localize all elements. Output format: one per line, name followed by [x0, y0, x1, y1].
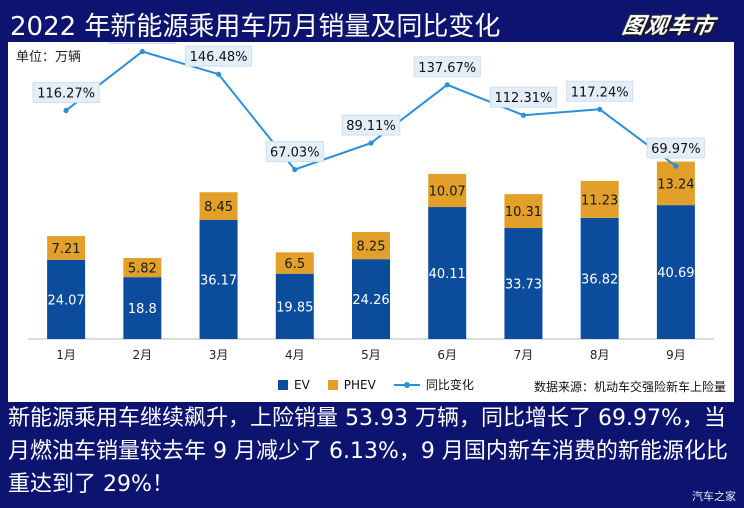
- data-label-ev-5: 24.26: [352, 293, 389, 308]
- yoy-point-5: [368, 140, 374, 146]
- legend-label-yoy: 同比变化: [425, 378, 474, 392]
- data-label-phev-7: 10.31: [505, 205, 542, 220]
- legend-swatch-ev: [278, 379, 288, 390]
- x-tick-label-9: 9月: [666, 348, 686, 362]
- bar-phev-3: [199, 192, 238, 221]
- yoy-label-7: 112.31%: [495, 91, 553, 106]
- yoy-line: [65, 50, 677, 171]
- yoy-label-8: 117.24%: [571, 85, 629, 100]
- legend-label-phev: PHEV: [343, 377, 376, 392]
- yoy-label-9: 69.97%: [651, 142, 701, 157]
- yoy-point-1: [63, 107, 69, 114]
- yoy-label-box-1: [32, 81, 100, 103]
- yoy-point-3: [215, 71, 222, 77]
- yoy-label-box-7: [489, 86, 558, 108]
- bar-ev-3: [199, 220, 238, 339]
- legend-label-ev: EV: [294, 377, 310, 392]
- yoy-label-3: 146.48%: [190, 50, 248, 65]
- data-label-phev-5: 8.25: [357, 240, 386, 255]
- legend-line-icon: [393, 381, 420, 388]
- yoy-point-8: [597, 106, 603, 112]
- unit-label: 单位：万辆: [16, 50, 82, 65]
- yoy-label-box-6: [413, 56, 481, 78]
- yoy-label-box-8: [566, 80, 634, 102]
- data-label-ev-7: 33.73: [505, 278, 542, 293]
- legend: EV PHEV 同比变化: [278, 376, 474, 393]
- chart-card: 单位：万辆 24.07 7.21 1月 18.8 5.82 2月 36.17 8.45 3月 19…: [8, 42, 734, 402]
- legend-swatch-phev: [327, 379, 338, 390]
- yoy-label-1: 116.27%: [37, 86, 95, 101]
- data-label-phev-6: 10.07: [429, 184, 466, 199]
- bar-phev-6: [428, 173, 467, 208]
- data-label-phev-1: 7.21: [52, 242, 81, 257]
- bar-ev-2: [123, 277, 162, 339]
- legend-item-ev: EV: [278, 378, 310, 392]
- chart-svg: 24.07 7.21 1月 18.8 5.82 2月 36.17 8.45 3月 19.85 6.5…: [28, 42, 714, 362]
- yoy-label-2: 165.39%: [113, 42, 171, 43]
- yoy-point-2: [139, 48, 145, 55]
- data-label-phev-9: 13.24: [657, 177, 694, 192]
- legend-item-phev: PHEV: [327, 377, 376, 392]
- yoy-point-9: [673, 163, 679, 169]
- yoy-label-5: 89.11%: [346, 119, 396, 134]
- data-label-phev-2: 5.82: [128, 262, 157, 277]
- data-label-ev-4: 19.85: [276, 300, 313, 315]
- bar-phev-8: [580, 180, 619, 218]
- data-label-ev-8: 36.82: [581, 272, 618, 287]
- bar-phev-1: [47, 236, 86, 260]
- bar-phev-4: [275, 252, 314, 274]
- x-tick-label-3: 3月: [209, 348, 229, 362]
- data-source: 数据来源：机动车交强险新车上险量: [533, 380, 726, 394]
- bar-ev-5: [352, 259, 390, 339]
- data-label-phev-4: 6.5: [284, 257, 305, 272]
- bar-ev-1: [47, 259, 86, 339]
- x-tick-label-1: 1月: [56, 348, 76, 362]
- bar-phev-2: [123, 258, 162, 278]
- yoy-label-4: 67.03%: [270, 146, 320, 161]
- yoy-label-box-9: [646, 137, 706, 159]
- bar-phev-7: [504, 194, 543, 229]
- chart-title: 2022 年新能源乘用车历月销量及同比变化: [10, 12, 501, 42]
- data-label-ev-1: 24.07: [48, 293, 85, 308]
- brand-logo: 图观车市: [620, 14, 717, 39]
- x-tick-label-6: 6月: [437, 348, 457, 362]
- bar-phev-5: [352, 232, 390, 260]
- bar-phev-9: [656, 161, 695, 206]
- x-tick-label-8: 8月: [590, 348, 610, 362]
- data-label-ev-6: 40.11: [429, 267, 466, 282]
- caption-text: 新能源乘用车继续飙升，上险销量 53.93 万辆，同比增长了 69.97%，当月…: [8, 406, 728, 497]
- yoy-label-box-2: [108, 42, 176, 45]
- yoy-point-4: [292, 166, 298, 173]
- yoy-label-6: 137.67%: [418, 61, 476, 76]
- x-tick-label-2: 2月: [133, 348, 153, 362]
- x-tick-label-7: 7月: [514, 348, 534, 362]
- yoy-label-box-3: [184, 45, 253, 67]
- yoy-label-box-5: [341, 114, 401, 136]
- yoy-point-6: [444, 82, 450, 88]
- yoy-label-box-4: [265, 141, 325, 163]
- bar-ev-6: [428, 207, 467, 339]
- yoy-point-7: [520, 112, 527, 118]
- data-label-ev-9: 40.69: [657, 266, 694, 281]
- watermark: 汽车之家: [692, 490, 736, 503]
- data-label-phev-3: 8.45: [204, 200, 233, 215]
- data-label-ev-3: 36.17: [200, 274, 237, 289]
- bar-ev-7: [504, 228, 543, 339]
- data-label-ev-2: 18.8: [128, 302, 157, 317]
- x-tick-label-4: 4月: [285, 348, 305, 362]
- bar-ev-4: [275, 273, 314, 339]
- x-tick-label-5: 5月: [361, 348, 381, 362]
- bar-ev-9: [656, 205, 695, 339]
- data-label-phev-8: 11.23: [581, 193, 618, 208]
- bar-ev-8: [580, 217, 619, 339]
- legend-item-yoy: 同比变化: [393, 376, 474, 393]
